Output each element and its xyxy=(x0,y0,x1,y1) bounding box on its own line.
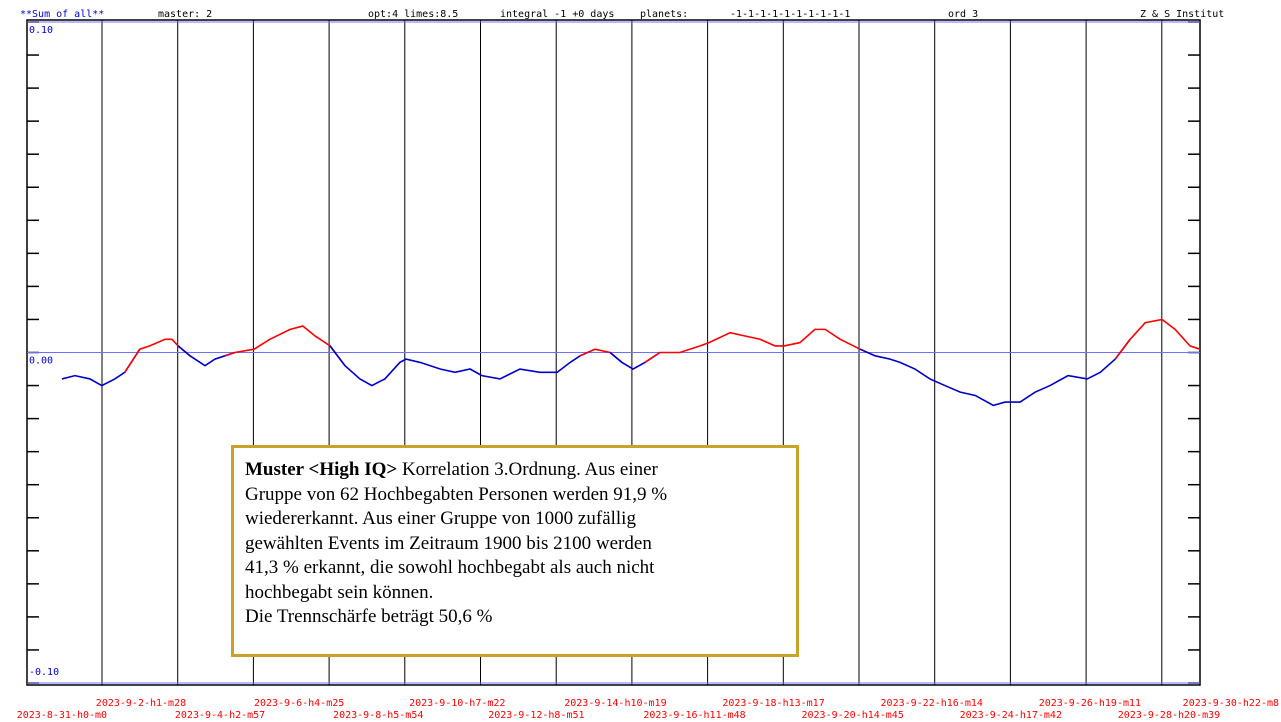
y-tick-label: 0.00 xyxy=(29,356,53,367)
line-segment xyxy=(124,338,191,373)
header-text: ord 3 xyxy=(948,9,978,20)
x-tick-label: 2023-9-20-h14-m45 xyxy=(801,710,903,721)
header-text: master: 2 xyxy=(158,9,212,20)
header-text: -1-1-1-1-1-1-1-1-1-1 xyxy=(730,9,850,20)
x-tick-label: 2023-9-14-h10-m19 xyxy=(564,698,666,709)
x-tick-label: 2023-9-8-h5-m54 xyxy=(333,710,423,721)
header-text: integral -1 +0 days xyxy=(500,9,614,20)
header-text: **Sum of all** xyxy=(20,9,104,20)
x-tick-label: 2023-9-28-h20-m39 xyxy=(1118,710,1220,721)
note-line: Gruppe von 62 Hochbegabten Personen werd… xyxy=(245,483,668,505)
x-tick-label: 2023-9-26-h19-m11 xyxy=(1039,698,1141,709)
note-line: 41,3 % erkannt, die sowohl hochbegabt al… xyxy=(245,557,655,578)
x-tick-label: 2023-9-4-h2-m57 xyxy=(175,710,265,721)
header-text: Z & S Institut xyxy=(1140,9,1224,20)
x-tick-label: 2023-9-24-h17-m42 xyxy=(960,710,1062,721)
line-segment xyxy=(859,338,1131,407)
x-tick-label: 2023-9-10-h7-m22 xyxy=(409,698,505,709)
x-tick-label: 2023-9-18-h13-m17 xyxy=(722,698,824,709)
y-tick-label: 0.10 xyxy=(29,25,53,36)
note-line: gewählten Events im Zeitraum 1900 bis 21… xyxy=(245,532,652,554)
note-line: Korrelation 3.Ordnung. Aus einer xyxy=(401,459,658,480)
header-text: planets: xyxy=(640,9,688,20)
note-title: Muster <High IQ> xyxy=(245,459,398,480)
header-text: opt:4 limes:8.5 xyxy=(368,9,458,20)
line-segment xyxy=(1114,318,1201,360)
x-tick-label: 2023-9-22-h16-m14 xyxy=(881,698,983,709)
x-tick-label: 2023-8-31-h0-m0 xyxy=(17,710,107,721)
x-tick-label: 2023-9-30-h22-m8 xyxy=(1183,698,1279,709)
line-segment xyxy=(329,345,596,387)
y-tick-label: -0.10 xyxy=(29,667,59,678)
note-line: Die Trennschärfe beträgt 50,6 % xyxy=(245,606,493,627)
line-segment xyxy=(224,325,346,367)
x-tick-label: 2023-9-2-h1-m28 xyxy=(96,698,186,709)
x-tick-label: 2023-9-12-h8-m51 xyxy=(488,710,584,721)
line-segment xyxy=(644,328,876,364)
note-line: wiedererkannt. Aus einer Gruppe von 1000… xyxy=(245,508,636,529)
x-tick-label: 2023-9-6-h4-m25 xyxy=(254,698,344,709)
note-line: hochbegabt sein können. xyxy=(245,581,434,603)
line-segment xyxy=(579,348,623,364)
x-tick-label: 2023-9-16-h11-m48 xyxy=(643,710,745,721)
annotation-box: Muster <High IQ> Korrelation 3.Ordnung. … xyxy=(231,445,799,657)
line-segment xyxy=(609,351,661,370)
